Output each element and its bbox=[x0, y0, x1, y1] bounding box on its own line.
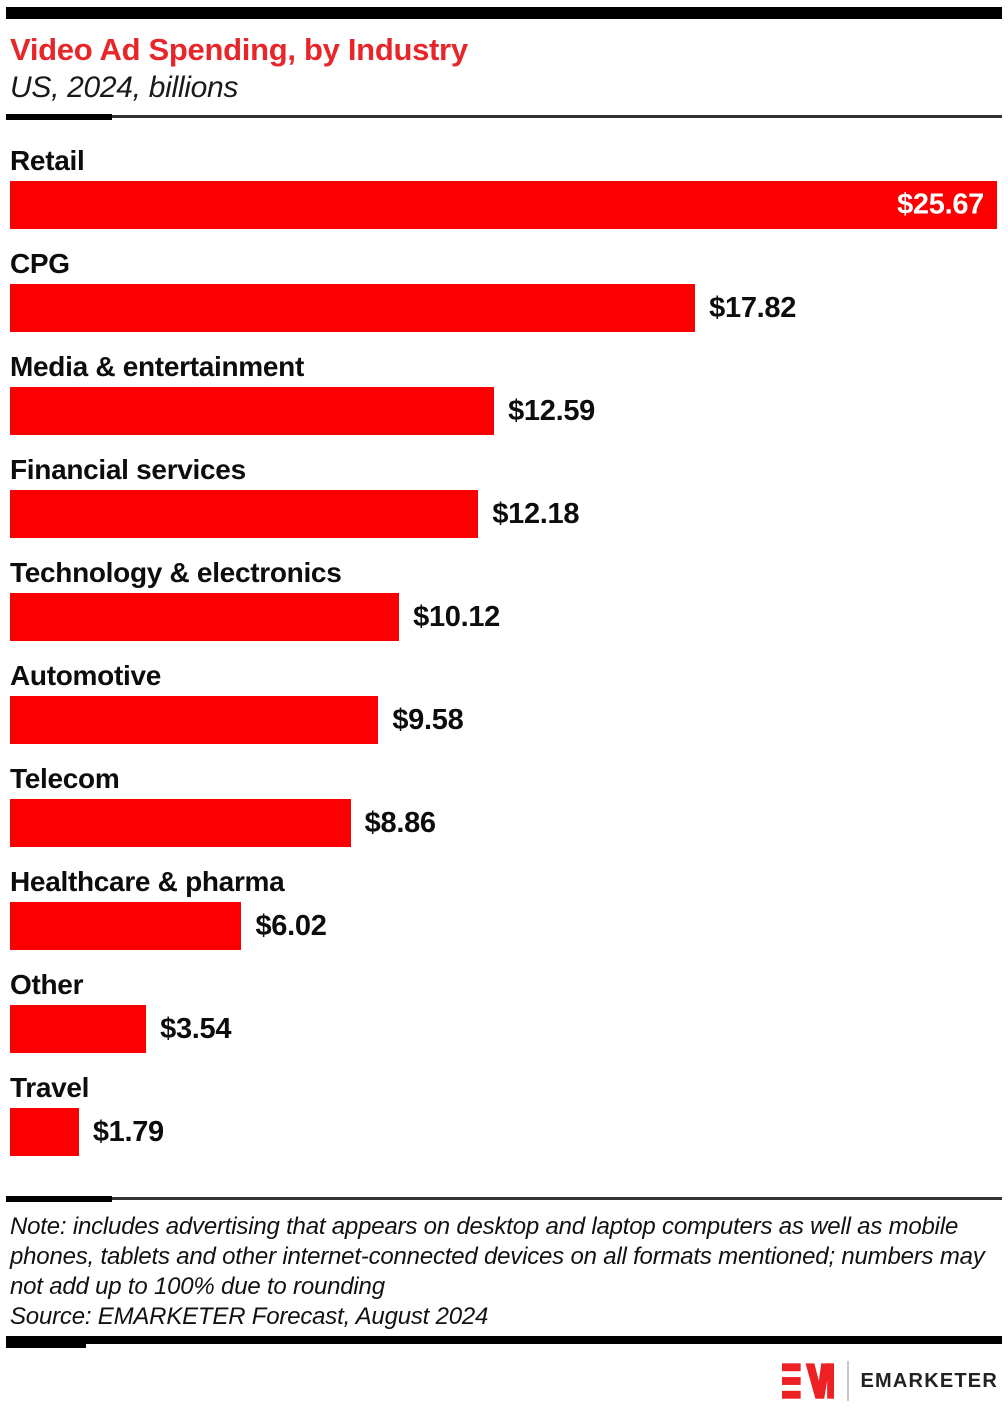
footer-rule-thick bbox=[6, 1196, 112, 1202]
logo-divider bbox=[846, 1361, 849, 1401]
category-label: Financial services bbox=[10, 454, 246, 485]
value-label: $9.58 bbox=[392, 703, 464, 736]
bar bbox=[10, 799, 351, 847]
chart-row: Automotive $9.58 bbox=[10, 659, 997, 744]
bar-track: $25.67 bbox=[10, 181, 997, 229]
chart-row: Travel $1.79 bbox=[10, 1071, 997, 1156]
category-label: Automotive bbox=[10, 660, 162, 691]
emarketer-logo: EMARKETER bbox=[10, 1361, 998, 1401]
category-label: Healthcare & pharma bbox=[10, 866, 285, 897]
bar bbox=[10, 593, 400, 641]
header-rule-thin bbox=[6, 115, 1002, 118]
value-label: $6.02 bbox=[255, 909, 327, 942]
chart-row: Retail $25.67 bbox=[10, 144, 997, 229]
value-label: $10.12 bbox=[413, 600, 501, 633]
bar-track: $8.86 bbox=[10, 799, 997, 847]
footer-rule bbox=[6, 1196, 1002, 1202]
bar bbox=[10, 1108, 79, 1156]
bottom-bar-thin bbox=[6, 1336, 1002, 1344]
chart-row: Telecom $8.86 bbox=[10, 762, 997, 847]
value-label: $17.82 bbox=[709, 291, 797, 324]
bar-track: $10.12 bbox=[10, 593, 997, 641]
bar bbox=[10, 696, 379, 744]
bottom-bar bbox=[6, 1336, 1002, 1348]
top-rule bbox=[6, 7, 1002, 19]
category-label: CPG bbox=[10, 248, 70, 279]
bar-chart: Retail $25.67 CPG $17.82 Media & enterta… bbox=[10, 144, 997, 1156]
bar bbox=[10, 387, 495, 435]
chart-row: Financial services $12.18 bbox=[10, 453, 997, 538]
value-label: $12.59 bbox=[508, 394, 595, 427]
footer-rule-thin bbox=[6, 1197, 1002, 1200]
bar-track: $3.54 bbox=[10, 1005, 997, 1053]
bottom-bar-thick bbox=[6, 1336, 86, 1348]
bar bbox=[10, 902, 242, 950]
chart-subtitle: US, 2024, billions bbox=[10, 71, 239, 104]
header-rule-thick bbox=[6, 114, 112, 120]
chart-row: Media & entertainment $12.59 bbox=[10, 350, 997, 435]
bar-track: $9.58 bbox=[10, 696, 997, 744]
chart-row: CPG $17.82 bbox=[10, 247, 997, 332]
logo-wordmark: EMARKETER bbox=[860, 1369, 998, 1392]
header-rule bbox=[6, 114, 1002, 120]
bar-track: $12.59 bbox=[10, 387, 997, 435]
chart-row: Other $3.54 bbox=[10, 968, 997, 1053]
note-text: Note: includes advertising that appears … bbox=[10, 1213, 985, 1300]
chart-row: Healthcare & pharma $6.02 bbox=[10, 865, 997, 950]
bar-track: $17.82 bbox=[10, 284, 997, 332]
em-monogram-icon bbox=[781, 1363, 834, 1399]
value-label: $8.86 bbox=[364, 806, 436, 839]
bar-track: $12.18 bbox=[10, 490, 997, 538]
bar bbox=[10, 1005, 147, 1053]
bar bbox=[10, 181, 997, 229]
bar-track: $6.02 bbox=[10, 902, 997, 950]
category-label: Travel bbox=[10, 1072, 90, 1103]
source-text: Source: EMARKETER Forecast, August 2024 bbox=[10, 1303, 489, 1330]
bar bbox=[10, 490, 479, 538]
chart-title: Video Ad Spending, by Industry bbox=[10, 32, 468, 67]
bar-track: $1.79 bbox=[10, 1108, 997, 1156]
value-label: $3.54 bbox=[160, 1012, 232, 1045]
value-label: $1.79 bbox=[92, 1115, 164, 1148]
category-label: Retail bbox=[10, 145, 85, 176]
category-label: Media & entertainment bbox=[10, 351, 304, 382]
category-label: Technology & electronics bbox=[10, 557, 342, 588]
category-label: Other bbox=[10, 969, 84, 1000]
category-label: Telecom bbox=[10, 763, 120, 794]
value-label: $12.18 bbox=[492, 497, 580, 530]
bar bbox=[10, 284, 696, 332]
chart-row: Technology & electronics $10.12 bbox=[10, 556, 997, 641]
value-label: $25.67 bbox=[897, 188, 984, 221]
